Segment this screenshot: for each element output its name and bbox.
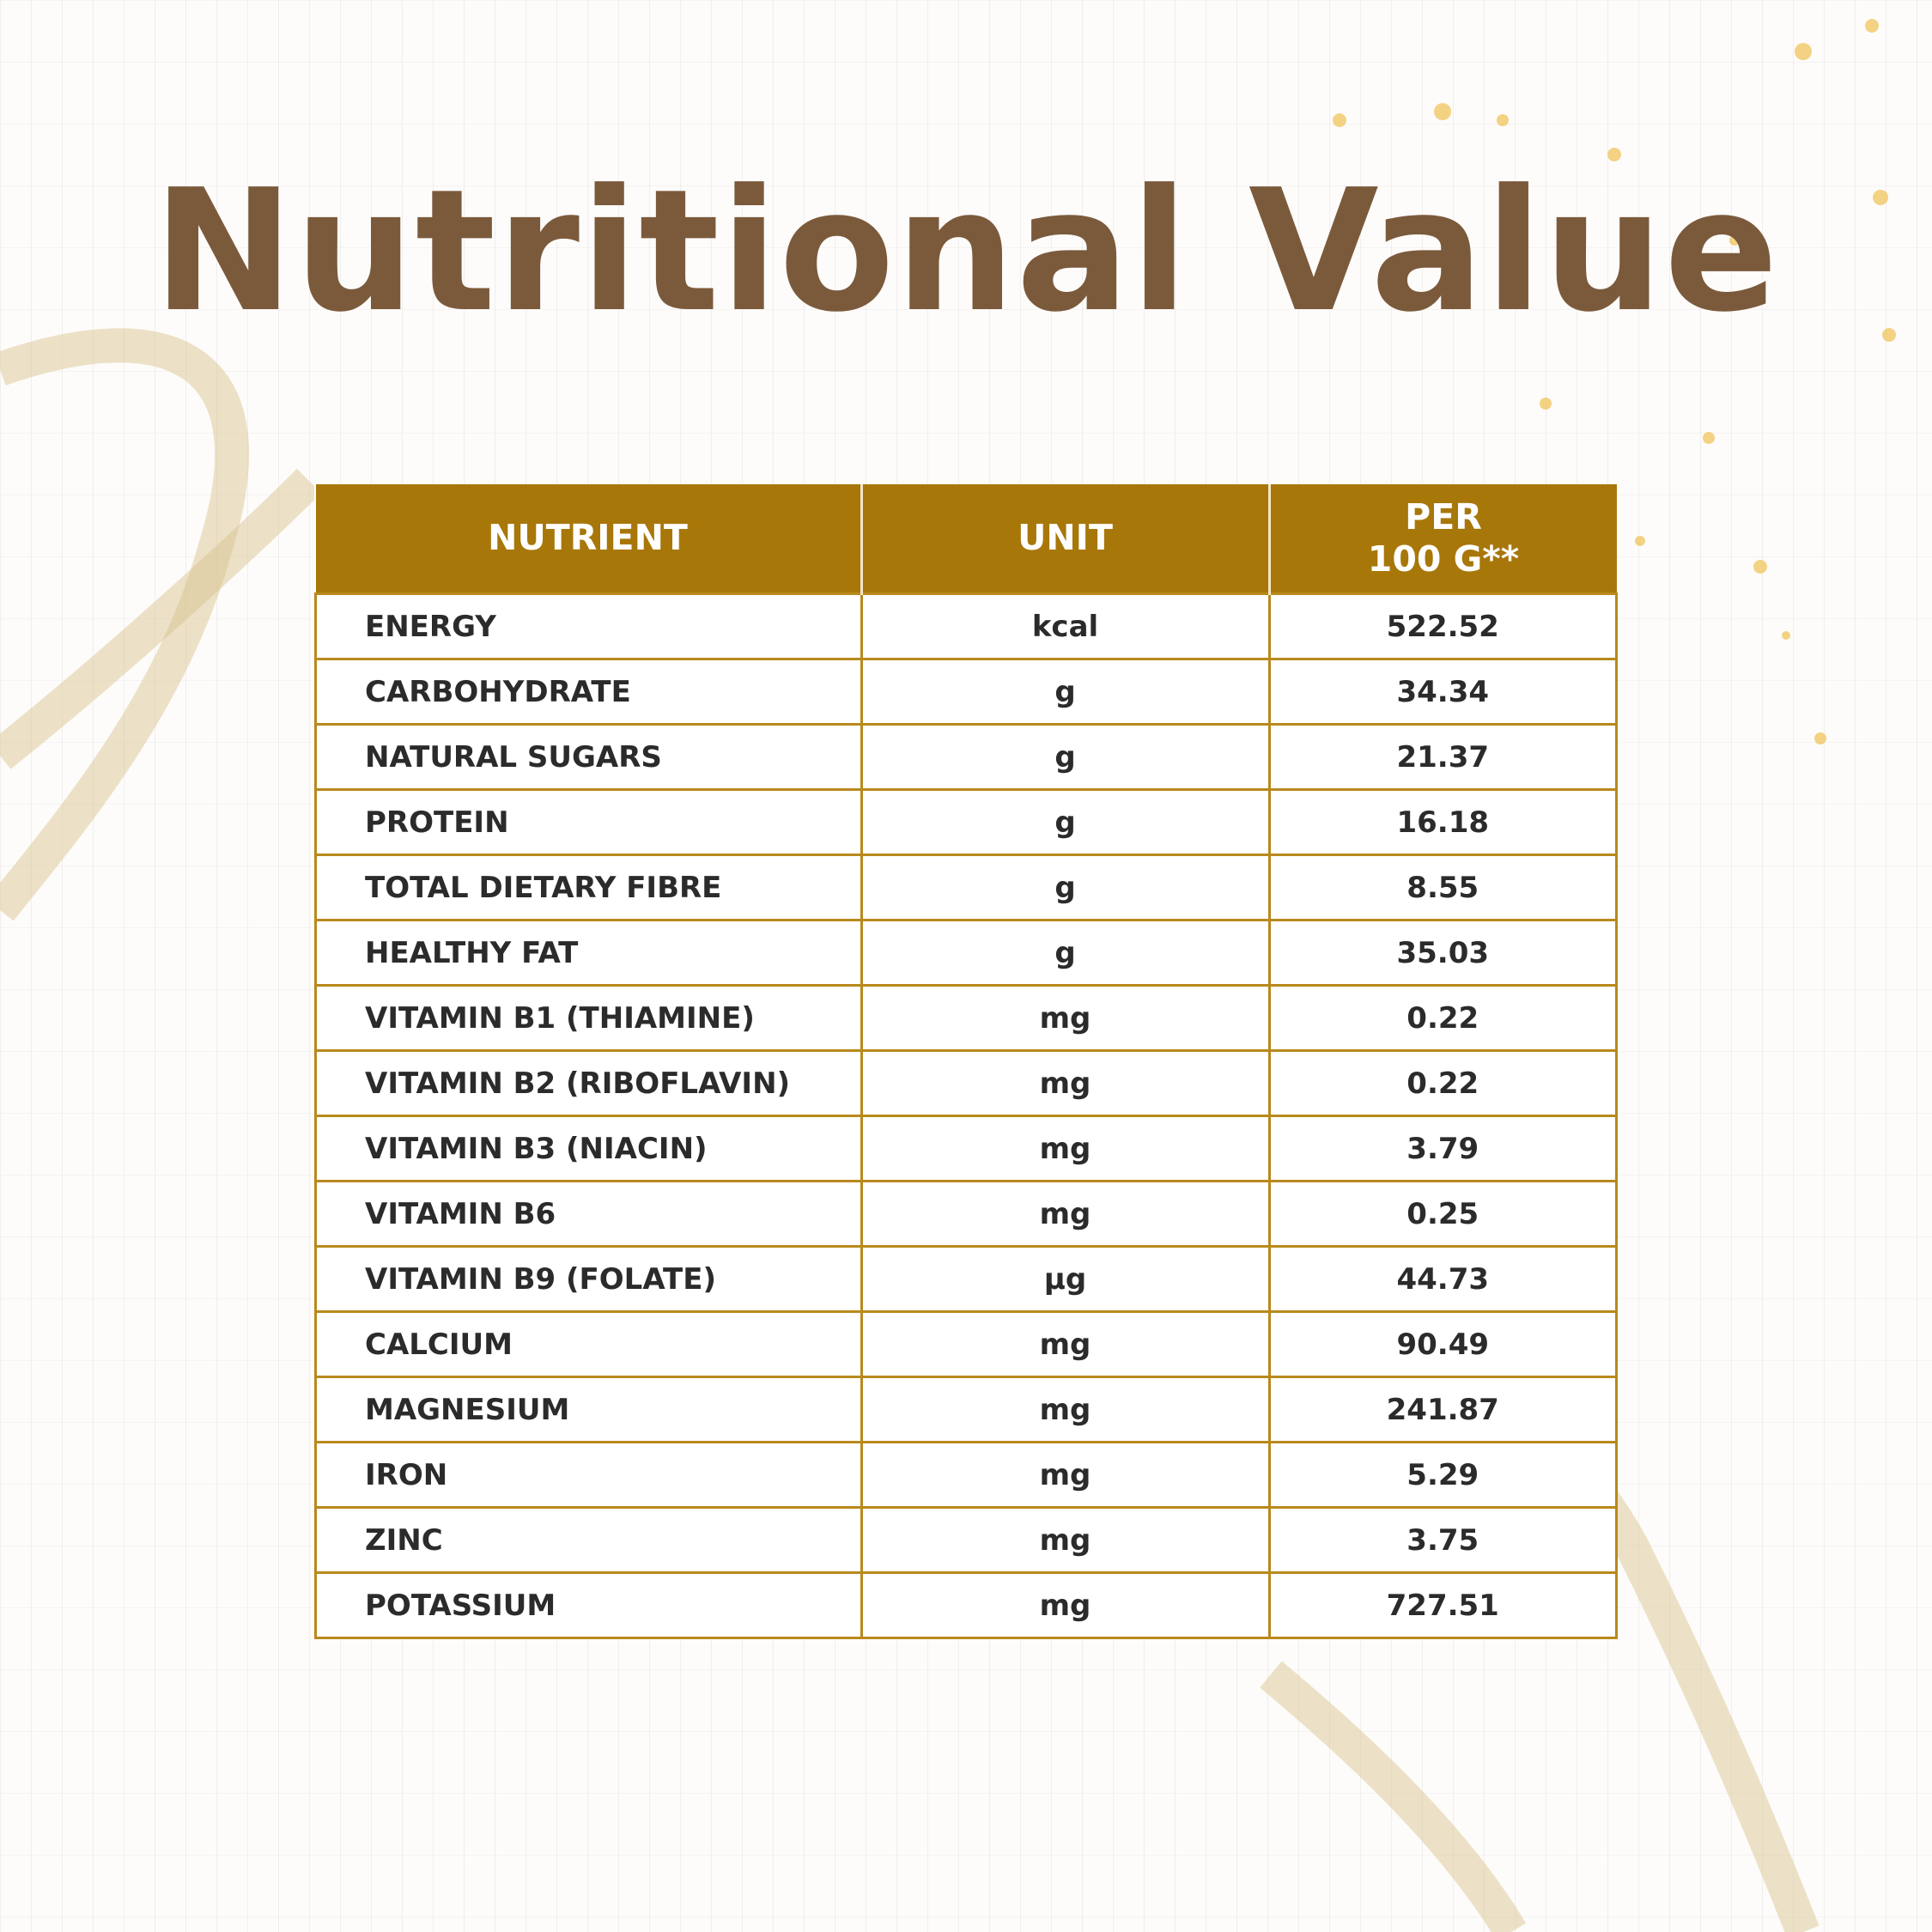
amount: 35.03 xyxy=(1267,919,1618,987)
title: Nutritional Value xyxy=(153,154,1779,349)
amount: 0.25 xyxy=(1267,1180,1618,1248)
nutrient-name: VITAMIN B3 (NIACIN) xyxy=(314,1115,863,1182)
amount: 8.55 xyxy=(1267,854,1618,921)
table-row: CARBOHYDRATE g 34.34 xyxy=(314,658,1618,726)
amount: 44.73 xyxy=(1267,1245,1618,1313)
nutrient-name: CARBOHYDRATE xyxy=(314,658,863,726)
table-row: ZINC mg 3.75 xyxy=(314,1506,1618,1574)
unit: g xyxy=(860,788,1271,856)
unit: g xyxy=(860,723,1271,791)
table-row: PROTEIN g 16.18 xyxy=(314,788,1618,856)
table-row: MAGNESIUM mg 241.87 xyxy=(314,1376,1618,1443)
unit: mg xyxy=(860,1180,1271,1248)
unit: mg xyxy=(860,1571,1271,1639)
amount: 522.52 xyxy=(1267,592,1618,660)
nutrient-name: VITAMIN B1 (THIAMINE) xyxy=(314,984,863,1052)
unit: mg xyxy=(860,984,1271,1052)
nutrient-name: ENERGY xyxy=(314,592,863,660)
nutrient-name: POTASSIUM xyxy=(314,1571,863,1639)
amount: 3.75 xyxy=(1267,1506,1618,1574)
amount: 16.18 xyxy=(1267,788,1618,856)
table-row: VITAMIN B1 (THIAMINE) mg 0.22 xyxy=(314,984,1618,1052)
nutrient-name: VITAMIN B9 (FOLATE) xyxy=(314,1245,863,1313)
column-header: NUTRIENT xyxy=(315,484,863,594)
amount: 34.34 xyxy=(1267,658,1618,726)
table-row: ENERGY kcal 522.52 xyxy=(314,592,1618,660)
amount: 3.79 xyxy=(1267,1115,1618,1182)
column-header: UNIT xyxy=(861,484,1271,594)
unit: g xyxy=(860,919,1271,987)
amount: 727.51 xyxy=(1267,1571,1618,1639)
nutrient-name: PROTEIN xyxy=(314,788,863,856)
amount: 0.22 xyxy=(1267,1049,1618,1117)
nutrient-name: TOTAL DIETARY FIBRE xyxy=(314,854,863,921)
table-row: VITAMIN B6 mg 0.25 xyxy=(314,1180,1618,1248)
table-row: IRON mg 5.29 xyxy=(314,1441,1618,1509)
table-row: VITAMIN B2 (RIBOFLAVIN) mg 0.22 xyxy=(314,1049,1618,1117)
nutrient-name: HEALTHY FAT xyxy=(314,919,863,987)
amount: 241.87 xyxy=(1267,1376,1618,1443)
unit: mg xyxy=(860,1506,1271,1574)
unit: kcal xyxy=(860,592,1271,660)
table-row: CALCIUM mg 90.49 xyxy=(314,1310,1618,1378)
unit: mg xyxy=(860,1441,1271,1509)
nutrient-name: VITAMIN B6 xyxy=(314,1180,863,1248)
header-row: NUTRIENT UNIT PER 100 G** xyxy=(315,484,1617,594)
unit: mg xyxy=(860,1049,1271,1117)
nutrient-name: NATURAL SUGARS xyxy=(314,723,863,791)
column-header: PER 100 G** xyxy=(1269,484,1617,594)
table-body: ENERGY kcal 522.52 CARBOHYDRATE g 34.34 NATURA… xyxy=(314,592,1618,1639)
nutrient-name: IRON xyxy=(314,1441,863,1509)
table-row: VITAMIN B9 (FOLATE) µg 44.73 xyxy=(314,1245,1618,1313)
amount: 21.37 xyxy=(1267,723,1618,791)
amount: 5.29 xyxy=(1267,1441,1618,1509)
table-row: POTASSIUM mg 727.51 xyxy=(314,1571,1618,1639)
unit: g xyxy=(860,658,1271,726)
nutrient-name: MAGNESIUM xyxy=(314,1376,863,1443)
unit: µg xyxy=(860,1245,1271,1313)
table-row: HEALTHY FAT g 35.03 xyxy=(314,919,1618,987)
table-row: NATURAL SUGARS g 21.37 xyxy=(314,723,1618,791)
unit: mg xyxy=(860,1115,1271,1182)
unit: mg xyxy=(860,1310,1271,1378)
nutrition-table: NUTRIENT UNIT PER 100 G** ENERGY kcal 522.52… xyxy=(314,484,1618,1639)
amount: 90.49 xyxy=(1267,1310,1618,1378)
amount: 0.22 xyxy=(1267,984,1618,1052)
table-row: TOTAL DIETARY FIBRE g 8.55 xyxy=(314,854,1618,921)
nutrient-name: VITAMIN B2 (RIBOFLAVIN) xyxy=(314,1049,863,1117)
unit: mg xyxy=(860,1376,1271,1443)
unit: g xyxy=(860,854,1271,921)
table-row: VITAMIN B3 (NIACIN) mg 3.79 xyxy=(314,1115,1618,1182)
nutrient-name: ZINC xyxy=(314,1506,863,1574)
nutrient-name: CALCIUM xyxy=(314,1310,863,1378)
